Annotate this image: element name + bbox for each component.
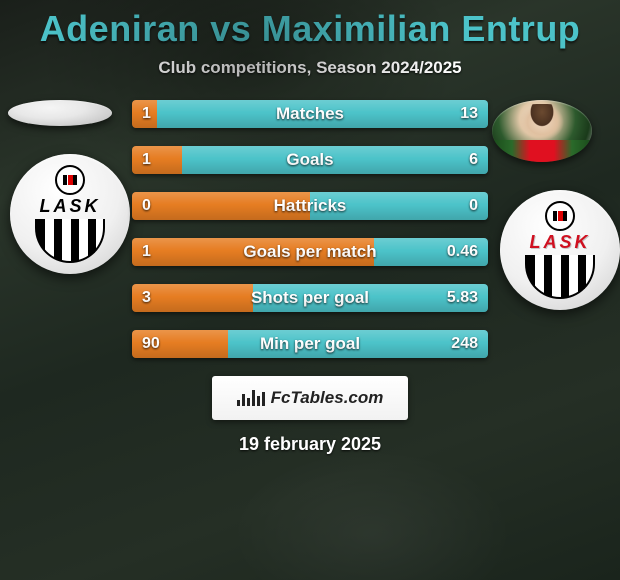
- club-left-emblem-icon: [55, 165, 85, 195]
- club-right-badge: LASK: [500, 190, 620, 310]
- infographic-date: 19 february 2025: [0, 434, 620, 455]
- branding-badge: FcTables.com: [212, 376, 408, 420]
- stat-label: Goals per match: [132, 238, 488, 266]
- branding-text: FcTables.com: [271, 388, 384, 408]
- stats-bars: 113Matches 16Goals 00Hattricks 10.46Goals p…: [132, 100, 488, 358]
- stat-row: 10.46Goals per match: [132, 238, 488, 266]
- player-left-avatar: [8, 100, 112, 126]
- page-title: Adeniran vs Maximilian Entrup: [0, 0, 620, 50]
- comparison-layout: LASK LASK 113Matches 16Goals 00Hattricks 10…: [0, 100, 620, 455]
- branding-chart-icon: [237, 390, 265, 406]
- subtitle: Club competitions, Season 2024/2025: [0, 58, 620, 78]
- player-right-avatar: [492, 100, 592, 162]
- club-left-stripes-icon: [35, 219, 105, 263]
- club-left-badge: LASK: [10, 154, 130, 274]
- stat-label: Min per goal: [132, 330, 488, 358]
- club-right-stripes-icon: [525, 255, 595, 299]
- stat-label: Hattricks: [132, 192, 488, 220]
- stat-row: 113Matches: [132, 100, 488, 128]
- stat-row: 90248Min per goal: [132, 330, 488, 358]
- stat-label: Shots per goal: [132, 284, 488, 312]
- club-right-name: LASK: [530, 233, 591, 251]
- stat-label: Goals: [132, 146, 488, 174]
- stat-label: Matches: [132, 100, 488, 128]
- stat-row: 00Hattricks: [132, 192, 488, 220]
- stat-row: 16Goals: [132, 146, 488, 174]
- club-right-emblem-icon: [545, 201, 575, 231]
- stat-row: 35.83Shots per goal: [132, 284, 488, 312]
- club-left-name: LASK: [40, 197, 101, 215]
